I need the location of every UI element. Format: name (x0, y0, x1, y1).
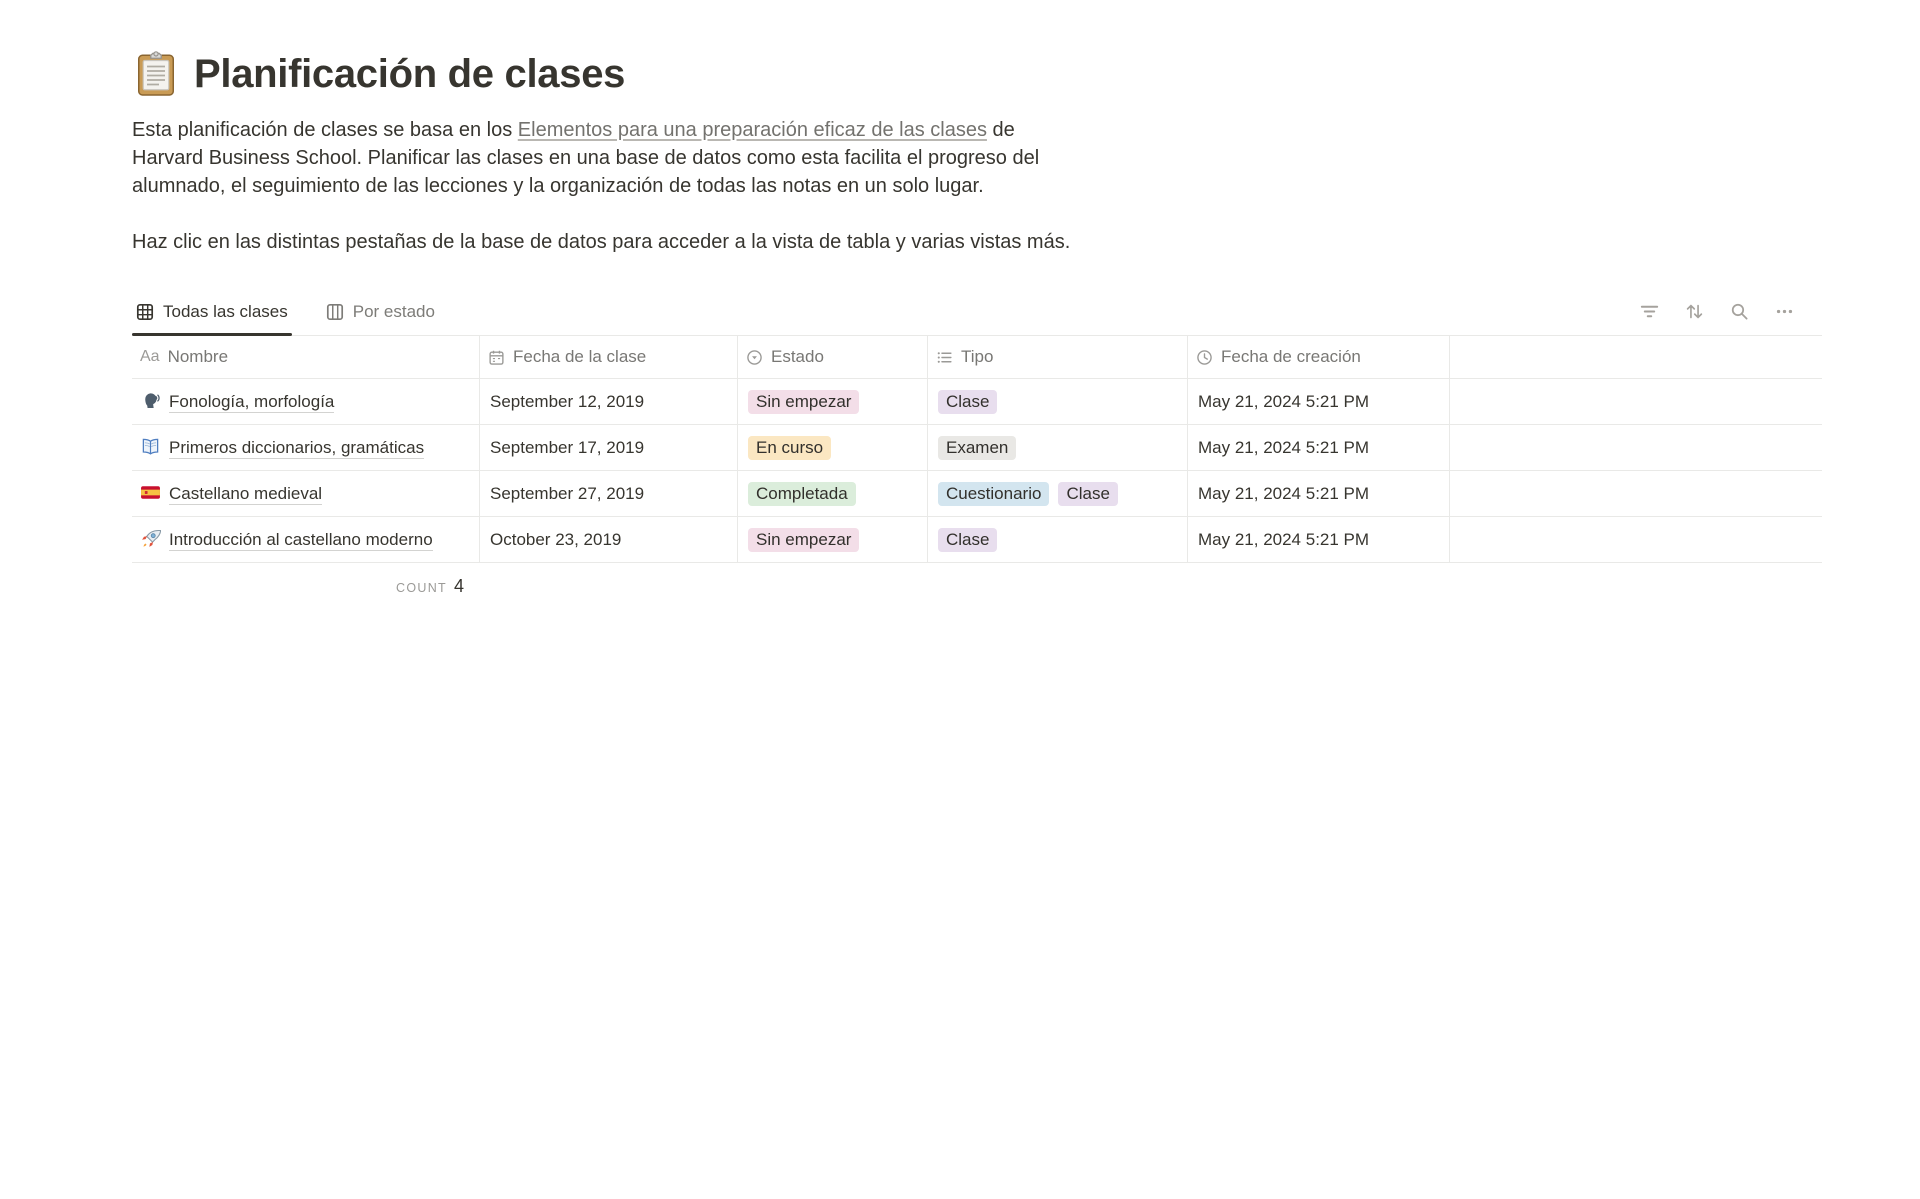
classes-table: Aa Nombre Fecha de la clase Estado Tipo Fecha… (132, 336, 1822, 597)
cell-status[interactable]: Sin empezar (738, 517, 928, 562)
cell-class-date[interactable]: September 27, 2019 (480, 471, 738, 516)
calendar-icon (488, 349, 505, 366)
column-header-fecha-de-creación[interactable]: Fecha de creación (1188, 336, 1450, 378)
column-header-label: Tipo (961, 347, 994, 366)
type-badge[interactable]: Examen (938, 436, 1017, 460)
sort-icon[interactable] (1685, 302, 1704, 321)
type-badge[interactable]: Clase (1058, 482, 1118, 506)
list-icon (936, 349, 953, 366)
tab-label: Por estado (352, 302, 435, 321)
column-header-nombre[interactable]: Aa Nombre (132, 336, 480, 378)
status-badge[interactable]: En curso (748, 436, 832, 460)
status-badge[interactable]: Sin empezar (748, 528, 860, 552)
search-icon[interactable] (1730, 302, 1749, 321)
status-icon (746, 349, 763, 366)
rocket-emoji (140, 528, 162, 549)
board-view-icon (326, 303, 344, 321)
table-header-row: Aa Nombre Fecha de la clase Estado Tipo Fecha… (132, 336, 1822, 379)
table-view-icon (136, 303, 154, 321)
intro-second-paragraph: Haz clic en las distintas pestañas de la… (132, 231, 1071, 253)
cell-status[interactable]: Completada (738, 471, 928, 516)
cell-type[interactable]: Cuestionario Clase (928, 471, 1188, 516)
column-header-label: Estado (771, 347, 824, 366)
table-row: Fonología, morfología September 12, 2019 S… (132, 379, 1822, 425)
cell-class-date[interactable]: September 17, 2019 (480, 425, 738, 470)
intro-text-after: de Harvard Business School. Planificar l… (132, 119, 1040, 197)
page-title: Planificación de clases (194, 51, 626, 96)
clipboard-icon[interactable] (132, 50, 180, 98)
tab-label: Todas las clases (163, 302, 288, 321)
cell-name[interactable]: Fonología, morfología (132, 379, 480, 424)
column-header-label: Fecha de creación (1221, 347, 1361, 366)
cell-empty (1450, 517, 1822, 562)
table-body: Fonología, morfología September 12, 2019 S… (132, 379, 1822, 563)
count-footer[interactable]: COUNT 4 (132, 563, 480, 597)
cell-type[interactable]: Clase (928, 379, 1188, 424)
count-label: COUNT (396, 581, 447, 595)
clock-icon (1196, 349, 1213, 366)
table-row: Primeros diccionarios, gramáticas Septemb… (132, 425, 1822, 471)
column-header-label: Fecha de la clase (513, 347, 647, 366)
table-row: Introducción al castellano moderno Octobe… (132, 517, 1822, 563)
open-book-emoji (140, 436, 161, 457)
cell-name[interactable]: Introducción al castellano moderno (132, 517, 480, 562)
speaking-head-emoji (140, 390, 161, 411)
text-property-icon: Aa (140, 348, 160, 365)
status-badge[interactable]: Sin empezar (748, 390, 860, 414)
cell-created-time[interactable]: May 21, 2024 5:21 PM (1188, 379, 1450, 424)
more-icon[interactable] (1775, 302, 1794, 321)
page-link-title[interactable]: Castellano medieval (169, 484, 323, 505)
spain-flag-emoji (140, 482, 161, 503)
tab-todas-las-clases[interactable]: Todas las clases (132, 296, 292, 336)
tabs-container: Todas las clases Por estado (132, 296, 469, 336)
intro-paragraph: Esta planificación de clases se basa en … (132, 116, 1084, 200)
cell-status[interactable]: En curso (738, 425, 928, 470)
status-badge[interactable]: Completada (748, 482, 856, 506)
column-header-empty (1450, 336, 1822, 378)
cell-created-time[interactable]: May 21, 2024 5:21 PM (1188, 425, 1450, 470)
column-header-label: Nombre (167, 347, 229, 366)
cell-class-date[interactable]: September 12, 2019 (480, 379, 738, 424)
count-value: 4 (453, 576, 464, 596)
page-link-title[interactable]: Fonología, morfología (169, 392, 335, 413)
cell-created-time[interactable]: May 21, 2024 5:21 PM (1188, 471, 1450, 516)
type-badge[interactable]: Clase (938, 528, 998, 552)
cell-name[interactable]: Primeros diccionarios, gramáticas (132, 425, 480, 470)
harvard-elements-link[interactable]: Elementos para una preparación eficaz de… (517, 119, 987, 141)
notion-page: Planificación de clases Esta planificaci… (0, 0, 1920, 597)
cell-type[interactable]: Examen (928, 425, 1188, 470)
cell-created-time[interactable]: May 21, 2024 5:21 PM (1188, 517, 1450, 562)
database-toolbar (1640, 302, 1822, 329)
cell-type[interactable]: Clase (928, 517, 1188, 562)
type-badge[interactable]: Clase (938, 390, 998, 414)
database-tab-bar: Todas las clases Por estado (132, 296, 1822, 336)
cell-name[interactable]: Castellano medieval (132, 471, 480, 516)
page-title-row: Planificación de clases (132, 50, 1920, 98)
cell-empty (1450, 425, 1822, 470)
intro-text-before: Esta planificación de clases se basa en … (132, 119, 518, 141)
column-header-tipo[interactable]: Tipo (928, 336, 1188, 378)
cell-class-date[interactable]: October 23, 2019 (480, 517, 738, 562)
type-badge[interactable]: Cuestionario (938, 482, 1050, 506)
page-link-title[interactable]: Introducción al castellano moderno (169, 530, 433, 551)
column-header-estado[interactable]: Estado (738, 336, 928, 378)
filter-icon[interactable] (1640, 302, 1659, 321)
column-header-fecha-de-la-clase[interactable]: Fecha de la clase (480, 336, 738, 378)
cell-empty (1450, 471, 1822, 516)
tab-por-estado[interactable]: Por estado (322, 296, 439, 335)
cell-status[interactable]: Sin empezar (738, 379, 928, 424)
page-link-title[interactable]: Primeros diccionarios, gramáticas (169, 438, 425, 459)
cell-empty (1450, 379, 1822, 424)
table-row: Castellano medieval September 27, 2019 Com… (132, 471, 1822, 517)
